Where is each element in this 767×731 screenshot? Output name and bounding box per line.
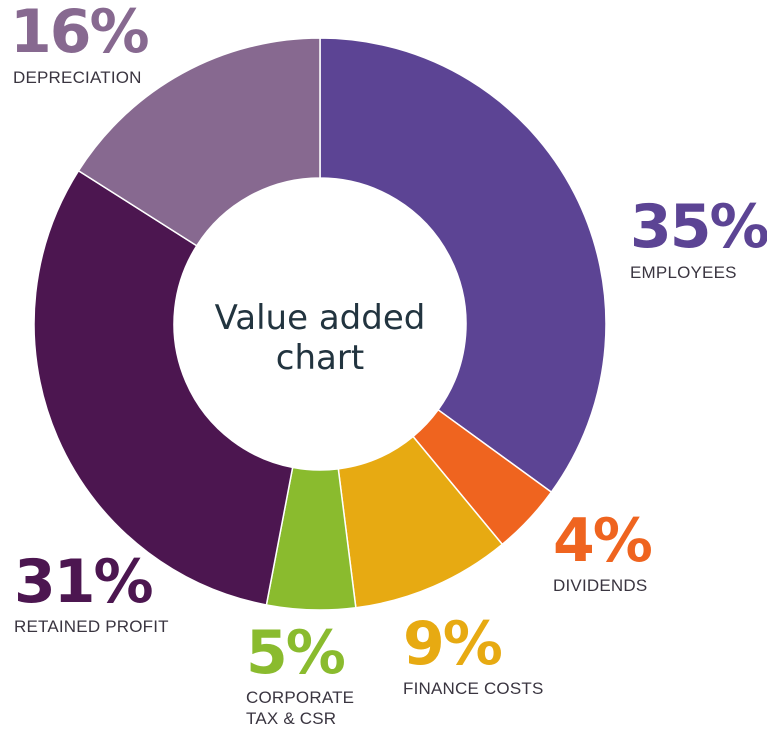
dividends-percent: 4%	[553, 506, 653, 576]
corporate-tax-percent: 5%	[246, 618, 346, 688]
slice-employees	[319, 37, 607, 494]
chart-title: Value added chart	[214, 298, 426, 379]
slice-label-corporate-tax: 5% CORPORATE TAX & CSR	[246, 623, 366, 729]
slice-label-retained-profit: 31% RETAINED PROFIT	[14, 552, 169, 638]
slice-label-employees: 35% EMPLOYEES	[630, 197, 767, 284]
slice-label-dividends: 4% DIVIDENDS	[553, 506, 653, 597]
slice-retained-profit	[33, 169, 294, 606]
slice-label-finance-costs: 9% FINANCE COSTS	[403, 614, 544, 700]
retained-profit-caption: RETAINED PROFIT	[14, 617, 169, 636]
finance-costs-caption: FINANCE COSTS	[403, 679, 544, 698]
slice-label-depreciation: 16% DEPRECIATION	[10, 0, 150, 89]
depreciation-percent: 16%	[10, 0, 150, 67]
depreciation-caption: DEPRECIATION	[13, 68, 142, 87]
employees-caption: EMPLOYEES	[630, 263, 737, 282]
retained-profit-percent: 31%	[14, 547, 154, 617]
employees-percent: 35%	[630, 192, 767, 262]
finance-costs-percent: 9%	[403, 609, 503, 679]
corporate-tax-caption: CORPORATE TAX & CSR	[246, 688, 355, 728]
slice-depreciation	[77, 37, 321, 247]
dividends-caption: DIVIDENDS	[553, 576, 648, 595]
